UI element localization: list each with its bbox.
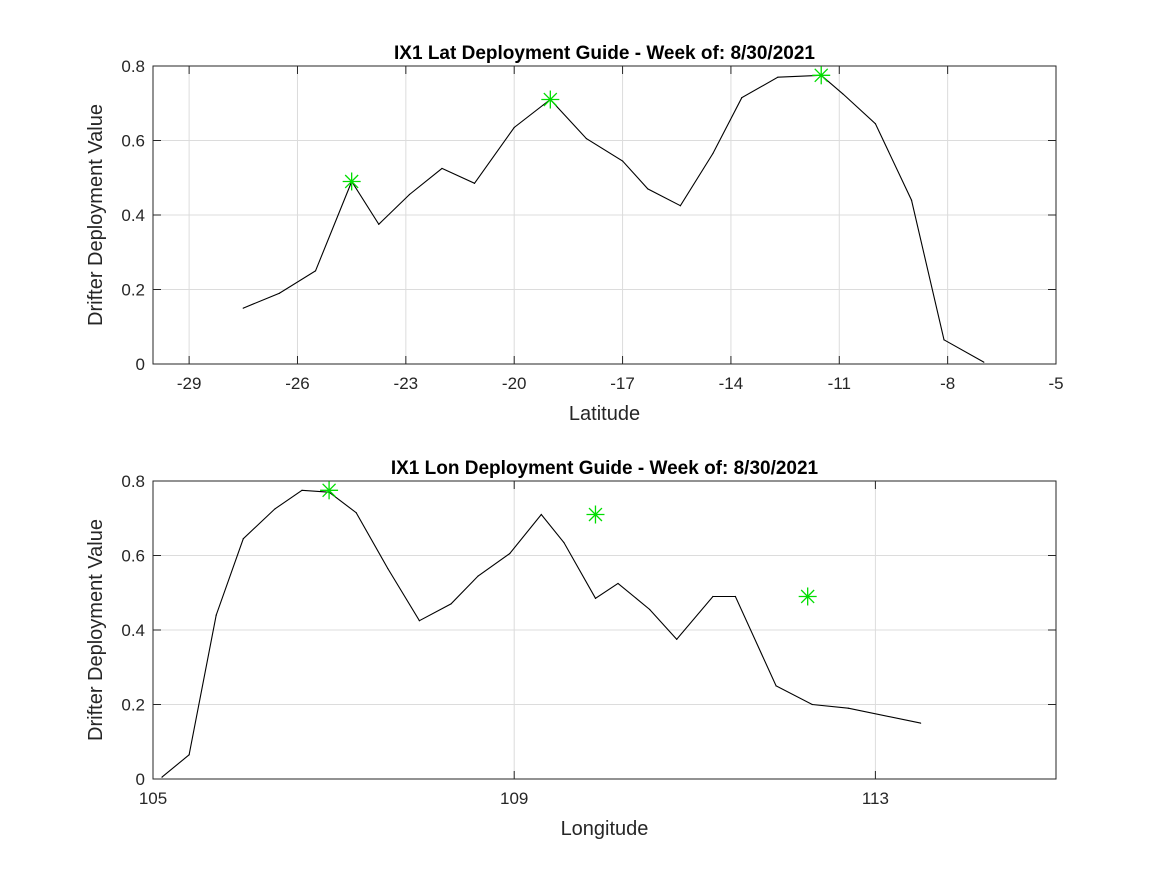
x-tick-label: 113: [862, 789, 889, 808]
lat-deployment-plot: -29 -26 -23 -20 -17 -14 -11 -8 -5 0 0.2 0.4 0.6 0.8 IX…: [85, 43, 1064, 425]
x-tick-label: -11: [828, 374, 851, 393]
peak-marker-stroke: [344, 174, 359, 189]
y-tick-label: 0.4: [121, 206, 145, 225]
data-point: [408, 193, 411, 196]
y-axis-label: Drifter Deployment Value: [85, 519, 107, 741]
x-tick-label: -23: [394, 374, 419, 393]
lon-deployment-plot: 105 109 113 0 0.2 0.4 0.6 0.8 IX1 Lon Deployment…: [85, 458, 1057, 840]
data-point: [585, 138, 588, 140]
y-tick-label: 0: [136, 770, 145, 789]
peak-marker: [320, 481, 339, 500]
data-point: [278, 292, 281, 294]
x-tick-label: -20: [502, 374, 527, 393]
x-tick-label: 105: [139, 789, 167, 808]
data-point: [418, 620, 420, 622]
lat-series-line: [243, 74, 985, 363]
data-point: [943, 339, 945, 341]
data-point: [378, 223, 380, 225]
data-point: [355, 512, 357, 514]
data-point: [777, 76, 779, 78]
y-tick-label: 0.8: [121, 57, 145, 76]
data-point: [450, 603, 452, 605]
peak-marker: [342, 172, 361, 191]
x-tick-label: -14: [719, 374, 744, 393]
data-point: [983, 361, 985, 363]
data-point: [847, 707, 849, 709]
data-point: [387, 567, 389, 570]
data-point: [473, 182, 476, 184]
data-point: [563, 541, 565, 544]
data-point: [314, 270, 317, 272]
data-point: [477, 575, 479, 577]
data-point: [441, 167, 443, 170]
data-point: [617, 582, 619, 585]
lat-chart-title: IX1 Lat Deployment Guide - Week of: 8/30…: [394, 43, 815, 64]
y-tick-label: 0: [136, 355, 145, 374]
peak-marker-stroke: [588, 507, 603, 522]
peak-marker: [586, 505, 605, 524]
data-point: [301, 489, 303, 491]
peak-marker-stroke: [543, 92, 558, 107]
peak-marker-stroke: [322, 483, 337, 498]
y-axis-label: Drifter Deployment Value: [85, 104, 107, 326]
data-point: [242, 307, 244, 309]
x-tick-label: -17: [610, 374, 635, 393]
x-axis-label: Longitude: [561, 818, 649, 840]
data-point: [874, 123, 877, 125]
peak-marker: [798, 587, 817, 606]
y-tick-label: 0.2: [121, 696, 145, 715]
data-point: [679, 205, 681, 207]
data-point: [734, 595, 737, 598]
data-point: [242, 538, 244, 540]
data-point: [910, 199, 913, 201]
y-tick-label: 0.6: [121, 547, 145, 566]
data-point: [513, 126, 515, 129]
lon-series-line: [161, 489, 921, 778]
data-point: [215, 614, 217, 616]
y-tick-label: 0.6: [121, 132, 145, 151]
data-point: [188, 754, 190, 756]
y-tick-label: 0.2: [121, 281, 145, 300]
data-point: [712, 152, 714, 155]
data-point: [712, 595, 714, 598]
data-point: [775, 685, 777, 687]
data-point: [919, 722, 922, 724]
x-tick-label: -29: [177, 374, 202, 393]
data-point: [594, 597, 597, 599]
data-point: [621, 160, 624, 162]
data-point: [509, 553, 511, 555]
data-point: [811, 703, 813, 706]
data-point: [741, 97, 743, 99]
data-point: [649, 608, 651, 611]
peak-marker-stroke: [800, 589, 815, 604]
x-axis-label: Latitude: [569, 403, 640, 425]
lon-chart-title: IX1 Lon Deployment Guide - Week of: 8/30…: [391, 458, 819, 479]
data-point: [540, 513, 542, 516]
peak-marker: [812, 66, 831, 85]
data-point: [842, 93, 844, 95]
peak-marker-stroke: [814, 68, 829, 83]
x-tick-label: -8: [940, 374, 955, 393]
data-point: [647, 188, 649, 190]
data-point: [161, 776, 163, 778]
peak-marker: [541, 90, 560, 109]
y-tick-label: 0.8: [121, 472, 145, 491]
data-point: [676, 638, 678, 640]
x-tick-label: -5: [1048, 374, 1063, 393]
y-tick-label: 0.4: [121, 621, 145, 640]
data-point: [274, 508, 276, 510]
x-tick-label: -26: [285, 374, 310, 393]
x-tick-label: 109: [500, 789, 528, 808]
